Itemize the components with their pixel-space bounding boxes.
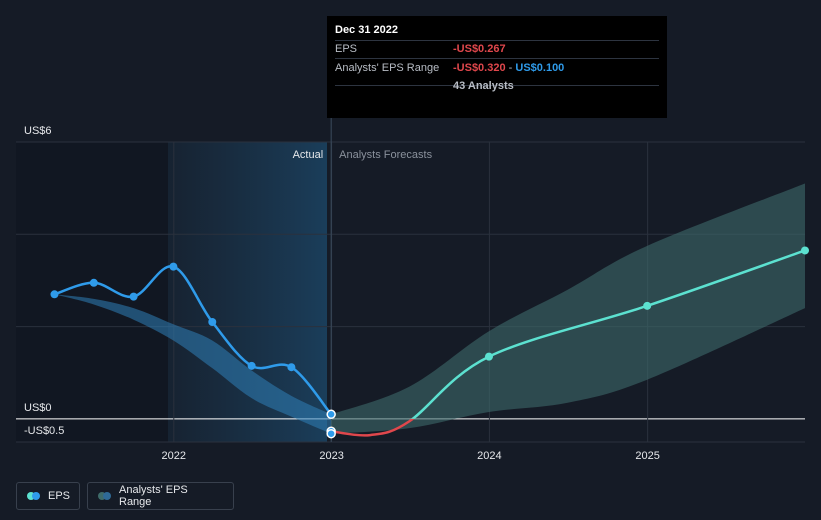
x-tick-label-0: 2022 xyxy=(162,450,186,462)
y-axis-label-0: US$6 xyxy=(24,125,52,137)
eps-point-5 xyxy=(247,361,256,370)
legend-eps-range[interactable]: Analysts' EPS Range xyxy=(87,482,234,510)
tooltip-eps-row: EPS -US$0.267 xyxy=(335,41,659,59)
eps-range-past xyxy=(54,294,332,434)
tooltip-range-low: -US$0.320 xyxy=(453,62,506,74)
legend-eps[interactable]: EPS xyxy=(16,482,80,510)
hover-tooltip: Dec 31 2022 EPS -US$0.267 Analysts' EPS … xyxy=(327,16,667,118)
eps-points xyxy=(50,246,809,439)
eps-point-1 xyxy=(89,278,98,287)
tooltip-range-label: Analysts' EPS Range xyxy=(335,62,440,74)
eps-forecast-line-negative xyxy=(331,418,415,437)
forecast-point-4 xyxy=(643,301,652,310)
tooltip-eps-label: EPS xyxy=(335,43,358,55)
eps-legend-icon xyxy=(27,492,40,500)
eps-range-legend-icon xyxy=(98,492,111,500)
tooltip-date: Dec 31 2022 xyxy=(335,24,659,41)
x-tick-label-3: 2025 xyxy=(635,450,659,462)
eps-actual-line xyxy=(54,265,333,416)
y-axis-label-2: -US$0.5 xyxy=(24,425,64,437)
x-tick-label-2: 2024 xyxy=(477,450,501,462)
eps-point-0 xyxy=(50,290,59,299)
tooltip-range-sep: - xyxy=(505,62,516,74)
forecast-label: Analysts Forecasts xyxy=(339,149,432,161)
axis-labels: US$6 US$0 -US$0.5 2022 2023 2024 2025 Actual Ana… xyxy=(24,125,660,462)
eps-point-4 xyxy=(208,318,217,326)
forecast-point-5 xyxy=(801,246,809,255)
eps-lines xyxy=(54,249,806,437)
actual-region xyxy=(168,142,327,442)
eps-point-3 xyxy=(169,262,178,271)
legend-eps-label: EPS xyxy=(48,490,71,502)
hover-marker-range-low xyxy=(326,428,336,439)
y-axis-label-1: US$0 xyxy=(24,402,52,414)
tooltip-range-values: -US$0.320 - US$0.100 43 Analysts xyxy=(453,59,565,92)
actual-label: Actual xyxy=(293,149,324,161)
tooltip-range-high: US$0.100 xyxy=(515,62,565,74)
tooltip-eps-value: -US$0.267 xyxy=(453,43,506,55)
eps-point-2 xyxy=(129,292,138,301)
eps-forecast-line xyxy=(410,249,806,419)
x-tick-label-1: 2023 xyxy=(319,450,343,462)
tooltip-analysts: 43 Analysts xyxy=(453,80,514,92)
eps-range-forecast xyxy=(331,183,805,434)
eps-range-bands xyxy=(54,183,805,434)
legend-eps-range-label: Analysts' EPS Range xyxy=(119,484,188,508)
eps-point-6 xyxy=(287,363,296,372)
forecast-point-3 xyxy=(484,352,493,361)
tooltip-range-row: Analysts' EPS Range -US$0.320 - US$0.100… xyxy=(335,59,659,92)
hover-marker-eps xyxy=(326,409,336,420)
past-shade-left xyxy=(16,142,168,442)
